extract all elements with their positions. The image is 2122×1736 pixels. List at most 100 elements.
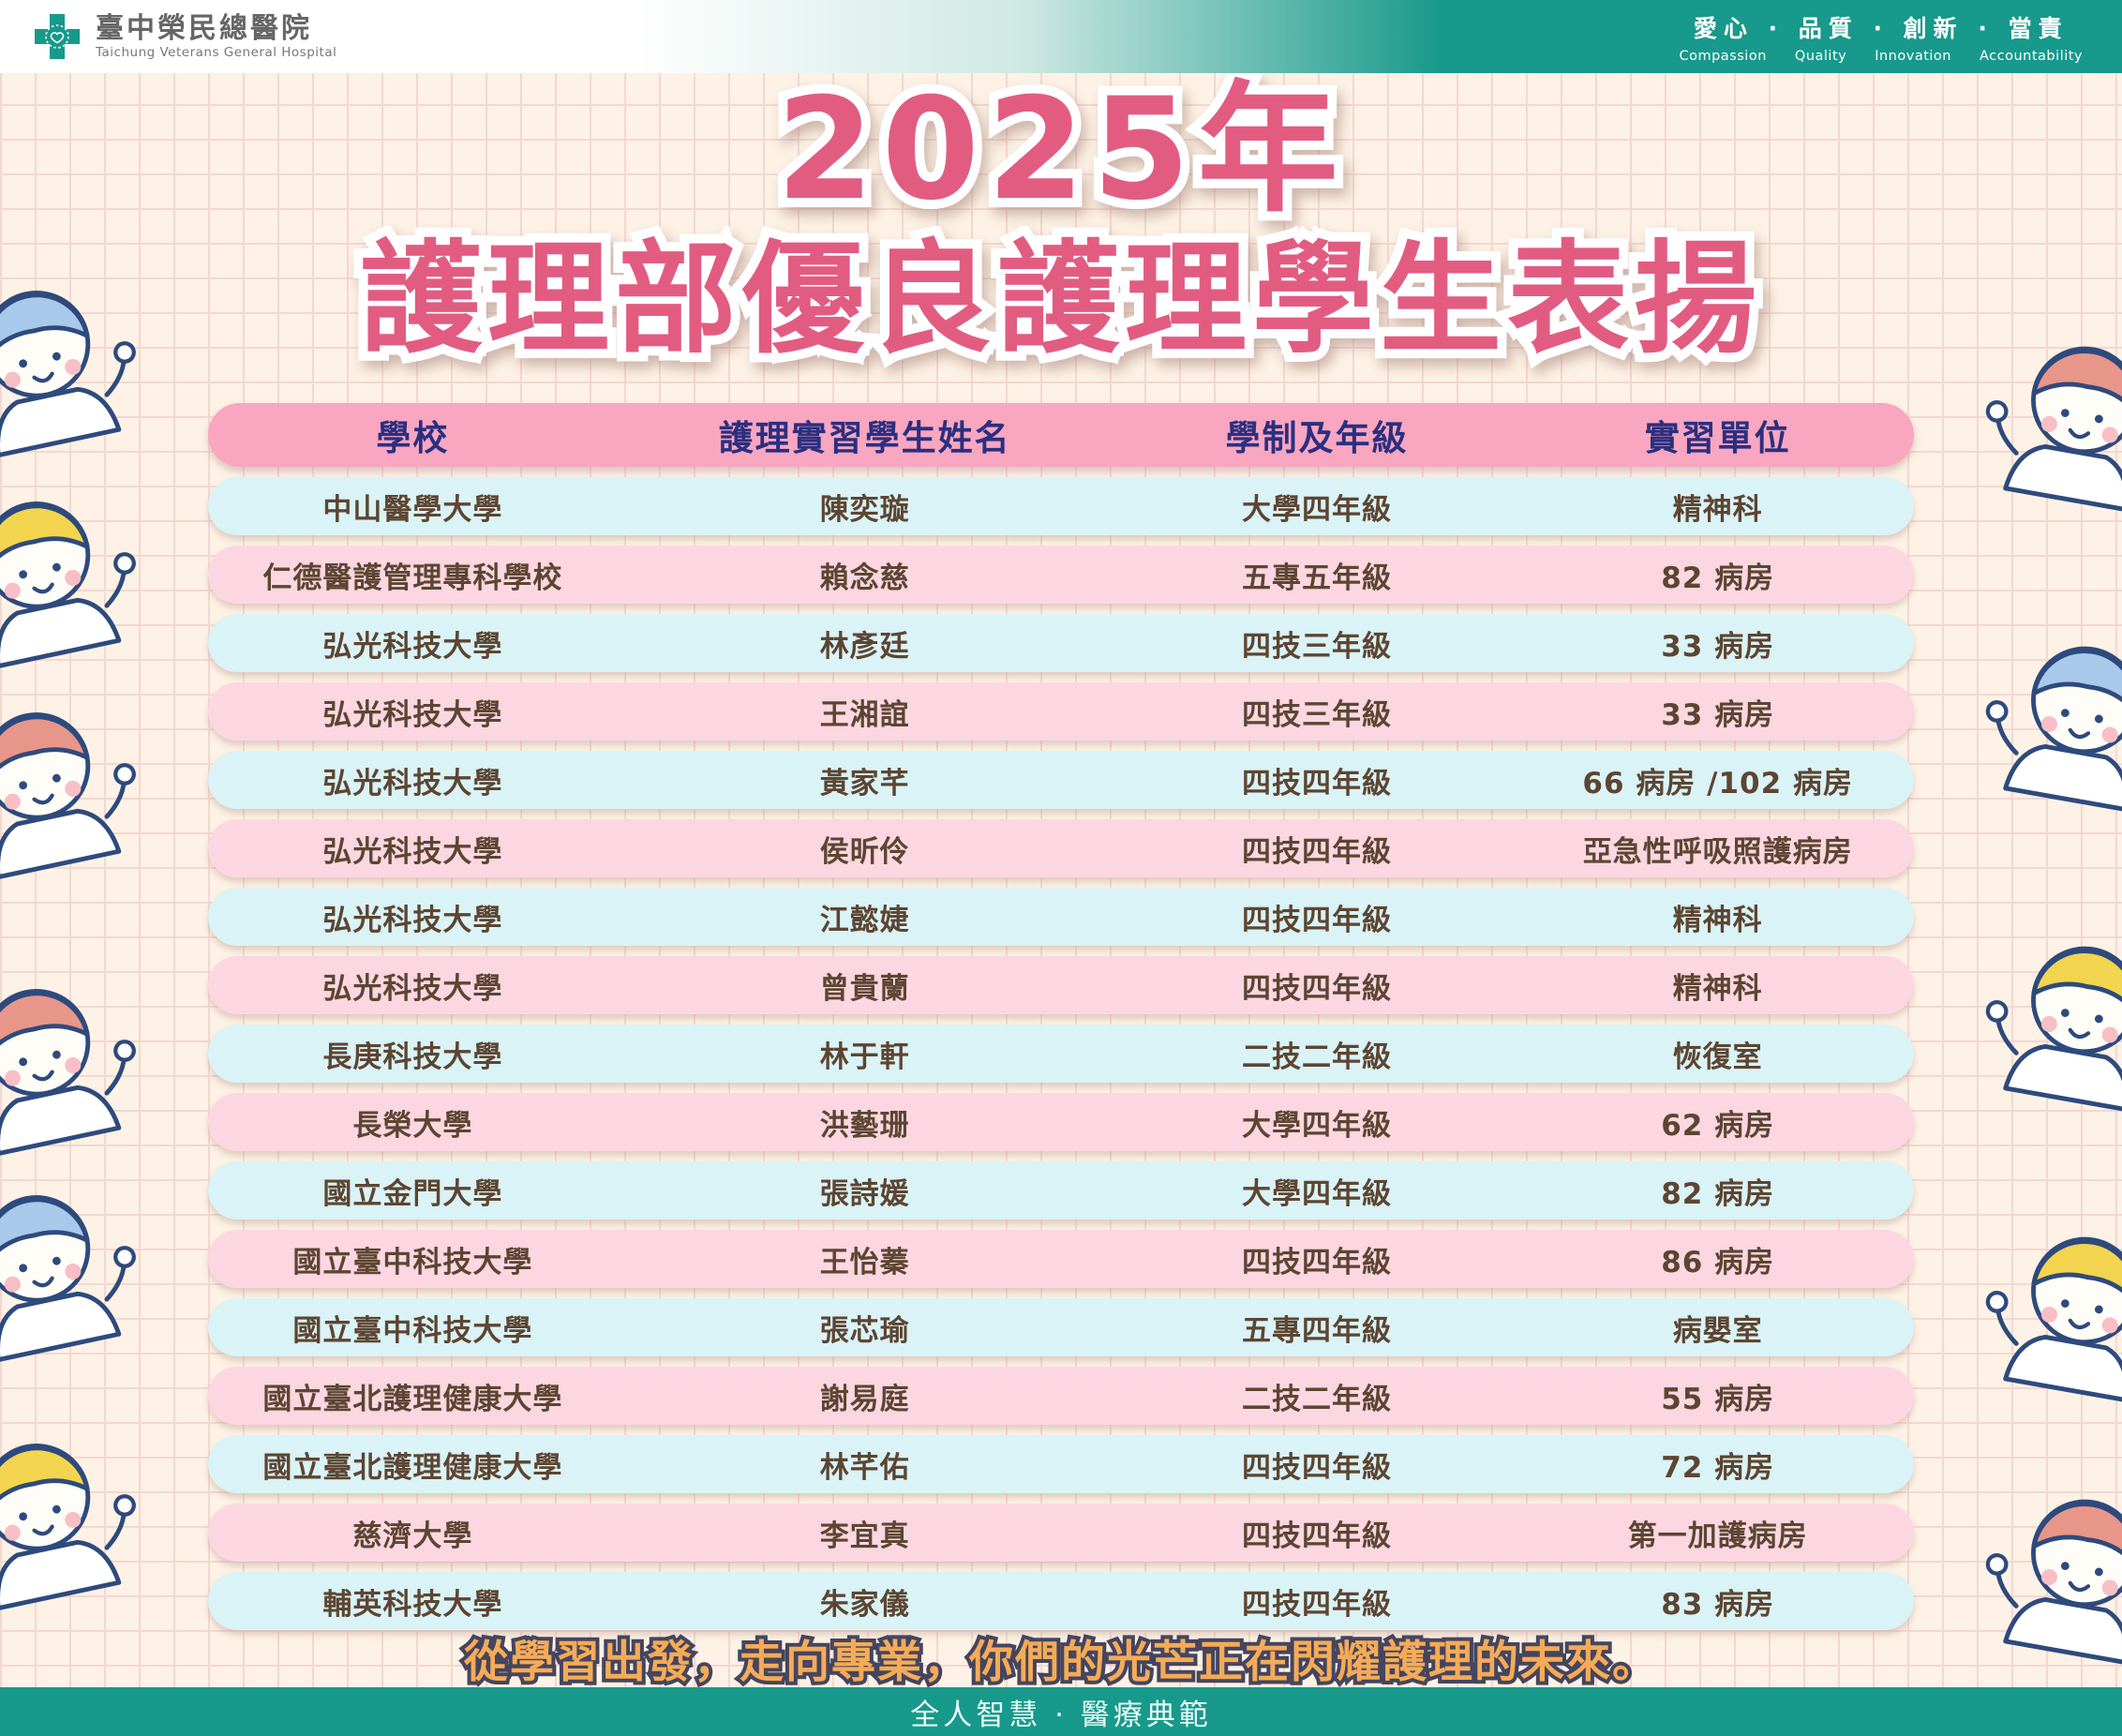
cell-school: 弘光科技大學: [322, 834, 503, 869]
cell-program-grade: 四技三年級: [1241, 629, 1392, 664]
cell-student-name: 陳奕璇: [819, 492, 910, 527]
cell-unit: 精神科: [1672, 492, 1763, 527]
cell-unit: 第一加護病房: [1627, 1519, 1808, 1553]
table-row: 慈濟大學 李宜真 四技四年級 第一加護病房: [208, 1504, 1914, 1562]
table-row: 弘光科技大學 江懿婕 四技四年級 精神科: [208, 888, 1914, 946]
cell-student-name: 江懿婕: [819, 903, 910, 937]
cell-student-name: 李宜真: [819, 1519, 910, 1553]
cell-student-name: 林于軒: [819, 1040, 910, 1074]
value-accountability: Accountability: [1980, 48, 2083, 64]
cell-program-grade: 四技四年級: [1241, 766, 1392, 801]
table-row: 輔英科技大學 朱家儀 四技四年級 83 病房: [208, 1572, 1914, 1630]
table-row: 弘光科技大學 林彥廷 四技三年級 33 病房: [208, 614, 1914, 672]
cell-program-grade: 二技二年級: [1241, 1382, 1392, 1416]
cell-school: 國立臺中科技大學: [292, 1313, 533, 1348]
cell-school: 中山醫學大學: [322, 492, 503, 527]
cell-school: 弘光科技大學: [322, 629, 503, 664]
nurse-illustration: [1970, 614, 2122, 826]
header-student-name: 護理實習學生姓名: [718, 418, 1011, 458]
core-values-zh: 愛心 · 品質 · 創新 · 當責: [1693, 14, 2069, 42]
cell-unit: 亞急性呼吸照護病房: [1582, 834, 1853, 869]
hospital-logo-group: 臺中榮民總醫院 Taichung Veterans General Hospit…: [32, 11, 336, 62]
table-row: 國立臺中科技大學 張芯瑜 五專四年級 病嬰室: [208, 1298, 1914, 1356]
cell-program-grade: 大學四年級: [1241, 1176, 1392, 1211]
cell-unit: 恢復室: [1672, 1040, 1763, 1074]
cell-student-name: 曾貴蘭: [819, 971, 910, 1006]
cell-student-name: 張詩媛: [819, 1176, 910, 1211]
cell-unit: 33 病房: [1661, 629, 1775, 664]
cell-unit: 83 病房: [1661, 1587, 1775, 1622]
cell-school: 國立臺北護理健康大學: [262, 1450, 563, 1485]
core-values: 愛心 · 品質 · 創新 · 當責 Compassion Quality Inn…: [1679, 10, 2083, 64]
student-table-header: 學校 護理實習學生姓名 學制及年級 實習單位: [208, 403, 1914, 467]
cell-unit: 33 病房: [1661, 697, 1775, 732]
cell-program-grade: 四技四年級: [1241, 903, 1392, 937]
nurse-illustration: [0, 1160, 155, 1376]
hospital-name-zh: 臺中榮民總醫院: [96, 11, 312, 45]
cell-student-name: 林彥廷: [819, 629, 910, 664]
cell-unit: 精神科: [1672, 971, 1763, 1006]
title-main: 護理部優良護理學生表揚: [0, 232, 2122, 367]
cell-school: 國立臺北護理健康大學: [262, 1382, 563, 1416]
cell-student-name: 侯昕伶: [819, 834, 910, 869]
brand-bar: 臺中榮民總醫院 Taichung Veterans General Hospit…: [0, 0, 2122, 73]
cell-student-name: 賴念慈: [819, 561, 910, 595]
footer-slogan: 全人智慧 · 醫療典範: [910, 1698, 1212, 1732]
cell-program-grade: 五專五年級: [1241, 561, 1392, 595]
cell-school: 弘光科技大學: [322, 697, 503, 732]
cell-student-name: 王湘誼: [819, 697, 910, 732]
cell-program-grade: 四技四年級: [1241, 1245, 1392, 1280]
cell-student-name: 洪藝珊: [819, 1108, 910, 1143]
title-year-text: 2025年: [776, 68, 1346, 232]
cell-unit: 72 病房: [1661, 1450, 1775, 1485]
table-row: 國立臺北護理健康大學 謝易庭 二技二年級 55 病房: [208, 1367, 1914, 1425]
cell-school: 仁德醫護管理專科學校: [262, 561, 563, 595]
table-row: 弘光科技大學 王湘誼 四技三年級 33 病房: [208, 682, 1914, 741]
hospital-cross-logo-icon: [35, 14, 80, 59]
title-main-text: 護理部優良護理學生表揚: [359, 227, 1762, 370]
cell-unit: 62 病房: [1661, 1108, 1775, 1143]
cell-unit: 病嬰室: [1672, 1313, 1763, 1348]
value-quality: Quality: [1794, 48, 1847, 64]
nurse-illustration: [0, 466, 155, 682]
table-row: 國立金門大學 張詩媛 大學四年級 82 病房: [208, 1161, 1914, 1220]
value-compassion: Compassion: [1679, 48, 1767, 64]
cell-program-grade: 四技四年級: [1241, 1519, 1392, 1553]
cell-school: 輔英科技大學: [322, 1587, 503, 1622]
table-row: 國立臺中科技大學 王怡蓁 四技四年級 86 病房: [208, 1230, 1914, 1288]
header-school: 學校: [376, 418, 450, 458]
nurse-illustration: [1970, 1205, 2122, 1416]
cell-school: 弘光科技大學: [322, 903, 503, 937]
table-row: 長榮大學 洪藝珊 大學四年級 62 病房: [208, 1093, 1914, 1151]
table-row: 國立臺北護理健康大學 林芊佑 四技四年級 72 病房: [208, 1435, 1914, 1493]
cell-unit: 86 病房: [1661, 1245, 1775, 1280]
table-row: 弘光科技大學 黃家芊 四技四年級 66 病房 /102 病房: [208, 751, 1914, 809]
cell-school: 弘光科技大學: [322, 971, 503, 1006]
cell-student-name: 謝易庭: [819, 1382, 910, 1416]
cell-program-grade: 五專四年級: [1241, 1313, 1392, 1348]
motto: 從學習出發，走向專業，你們的光芒正在閃耀護理的未來。: [0, 1625, 2122, 1690]
cell-program-grade: 四技四年級: [1241, 1450, 1392, 1485]
hospital-name: 臺中榮民總醫院 Taichung Veterans General Hospit…: [96, 11, 336, 60]
cell-program-grade: 四技四年級: [1241, 971, 1392, 1006]
cell-unit: 55 病房: [1661, 1382, 1775, 1416]
footer-bar: 全人智慧 · 醫療典範: [0, 1687, 2122, 1736]
cell-program-grade: 四技四年級: [1241, 1587, 1392, 1622]
poster-title: 2025年 護理部優良護理學生表揚: [0, 76, 2122, 367]
table-row: 弘光科技大學 侯昕伶 四技四年級 亞急性呼吸照護病房: [208, 819, 1914, 877]
cell-program-grade: 二技二年級: [1241, 1040, 1392, 1074]
cell-student-name: 林芊佑: [819, 1450, 910, 1485]
cell-school: 國立臺中科技大學: [292, 1245, 533, 1280]
cell-school: 長榮大學: [352, 1108, 473, 1143]
nurse-illustration: [0, 953, 155, 1170]
cell-student-name: 朱家儀: [819, 1587, 910, 1622]
motto-text: 從學習出發，走向專業，你們的光芒正在閃耀護理的未來。: [464, 1637, 1658, 1688]
table-row: 長庚科技大學 林于軒 二技二年級 恢復室: [208, 1025, 1914, 1083]
cell-unit: 精神科: [1672, 903, 1763, 937]
header-unit: 實習單位: [1644, 418, 1791, 458]
student-table: 學校 護理實習學生姓名 學制及年級 實習單位 中山醫學大學 陳奕璇 大學四年級 …: [208, 403, 1914, 1640]
cell-program-grade: 四技三年級: [1241, 697, 1392, 732]
cell-unit: 66 病房 /102 病房: [1582, 766, 1853, 801]
table-row: 弘光科技大學 曾貴蘭 四技四年級 精神科: [208, 956, 1914, 1014]
value-innovation: Innovation: [1875, 48, 1951, 64]
